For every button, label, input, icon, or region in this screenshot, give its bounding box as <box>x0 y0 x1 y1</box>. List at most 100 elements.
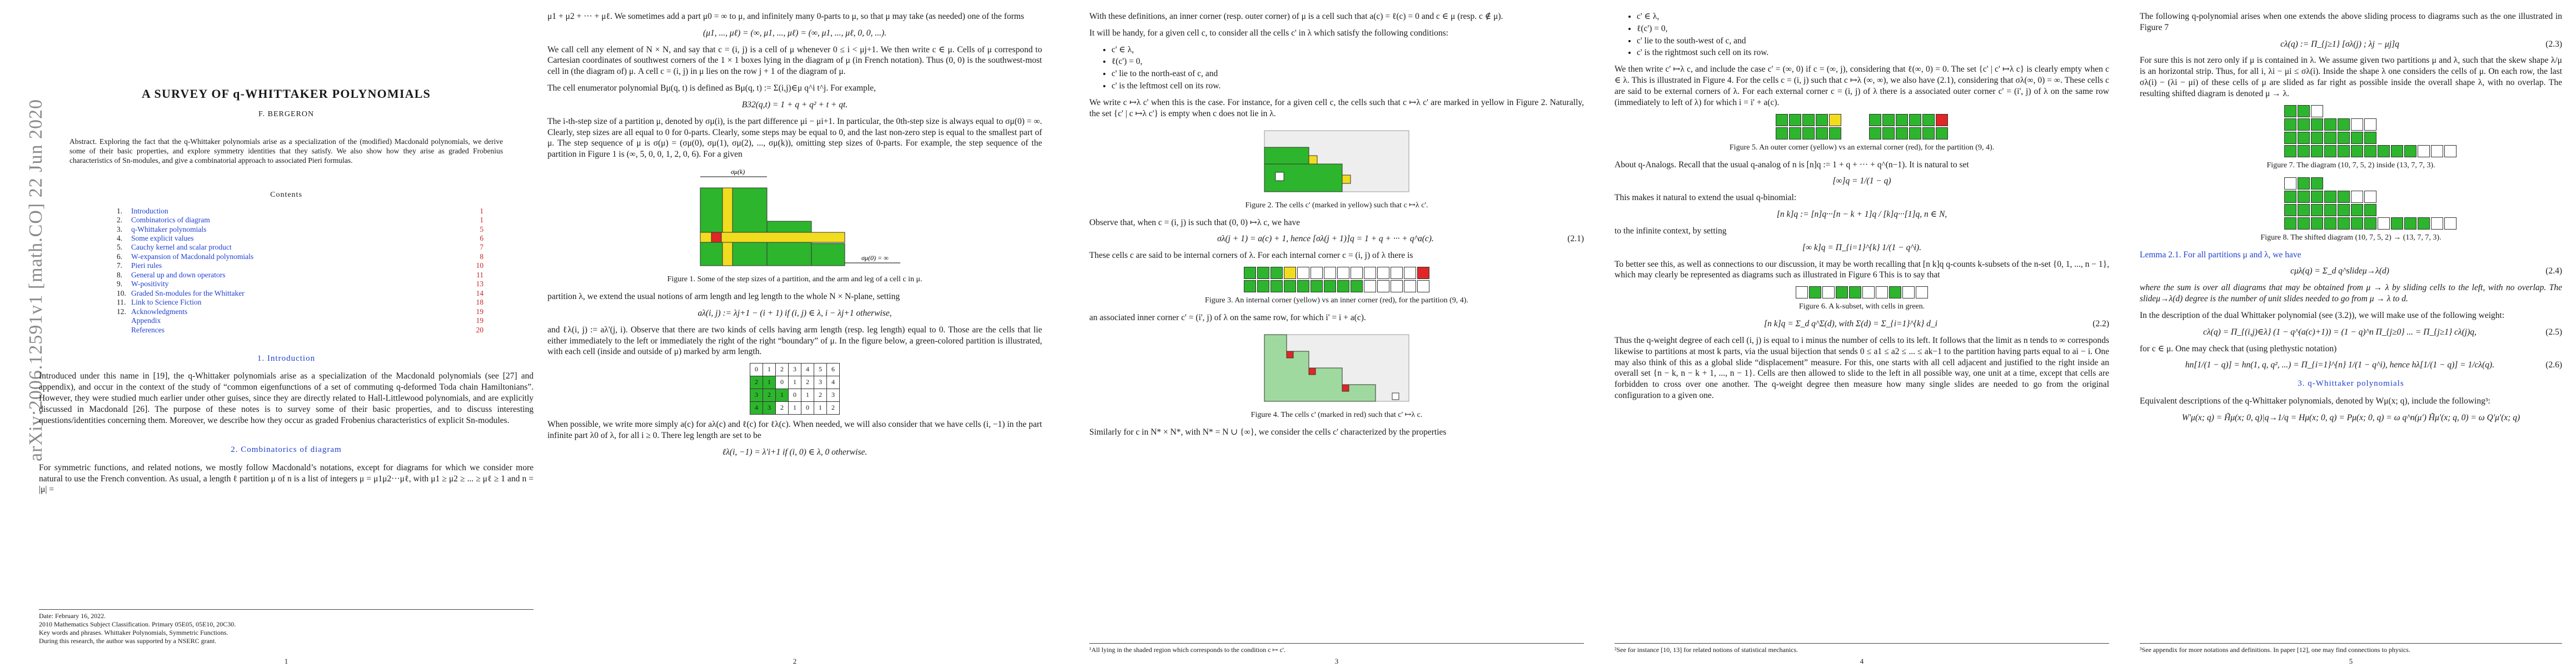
figure-4-diagram <box>1264 334 1409 402</box>
equation-binomial: [n k]q := [n]q···[n − k + 1]q / [k]q···[… <box>1776 210 1947 220</box>
arm-length-cell: 4 <box>801 363 814 377</box>
toc-entry[interactable]: 12. Acknowledgments 19 <box>117 307 484 316</box>
page-number: 1 <box>284 657 288 666</box>
toc-entry[interactable]: 7. Pieri rules 10 <box>117 261 484 270</box>
footnote: Date: February 16, 2022. 2010 Mathematic… <box>39 609 534 645</box>
figure-2-caption: Figure 2. The cells c' (marked in yellow… <box>1245 201 1428 210</box>
toc-entry[interactable]: 8. General up and down operators 11 <box>117 271 484 280</box>
author: F. BERGERON <box>258 110 315 119</box>
arm-length-cell: 1 <box>763 363 776 377</box>
toc-entry[interactable]: 10. Graded Sn-modules for the Whittaker 14 <box>117 289 484 298</box>
paragraph: to the infinite context, by setting <box>1615 226 1727 236</box>
condition-item: ℓ(c') = 0, <box>1637 23 2109 34</box>
arm-length-cell: 1 <box>801 389 814 402</box>
toc-link[interactable]: General up and down operators <box>131 270 226 279</box>
paragraph: For sure this is not zero only if μ is c… <box>2140 56 2562 98</box>
arm-length-cell: 0 <box>750 363 763 377</box>
toc-link[interactable]: Link to Science Fiction <box>131 298 202 307</box>
paper-title: A SURVEY OF q-WHITTAKER POLYNOMIALS <box>141 87 431 101</box>
toc-link[interactable]: Appendix <box>131 316 161 325</box>
toc-entry[interactable]: 4. Some explicit values 6 <box>117 234 484 243</box>
toc-link[interactable]: q-Whittaker polynomials <box>131 225 207 233</box>
toc-page[interactable]: 11 <box>476 270 484 279</box>
toc-page[interactable]: 5 <box>480 225 484 233</box>
toc-link[interactable]: Introduction <box>131 206 168 215</box>
toc-page[interactable]: 6 <box>480 234 484 242</box>
page-number: 2 <box>793 657 797 666</box>
page-3: With these definitions, an inner corner … <box>1089 11 1584 665</box>
footnote: ¹All lying in the shaded region which co… <box>1089 643 1584 654</box>
section-heading-q-whittaker: 3. q-Whittaker polynomials <box>2298 379 2404 389</box>
paragraph: The i-th-step size of a partition μ, den… <box>547 116 1042 160</box>
arm-length-cell: 6 <box>826 363 840 377</box>
svg-text:σμ(0) = ∞: σμ(0) = ∞ <box>861 254 889 262</box>
toc-page[interactable]: 8 <box>480 252 484 261</box>
abstract: Abstract. Exploring the fact that the q-… <box>69 137 503 165</box>
paragraph: Thus the q-weight degree of each cell (i… <box>1615 335 2109 401</box>
toc-page[interactable]: 1 <box>480 206 484 215</box>
lemma-statement: Lemma 2.1. For all partitions μ and λ, w… <box>2140 250 2301 260</box>
arm-length-cell: 1 <box>788 376 801 390</box>
condition-item: ℓ(c') = 0, <box>1112 56 1584 67</box>
figure-7-caption: Figure 7. The diagram (10, 7, 5, 2) insi… <box>2266 161 2435 170</box>
equation-2-6: hn[1/(1 − q)] = hn(1, q, q², ...) = Π_{i… <box>2185 360 2562 370</box>
toc-number: 8. <box>117 270 123 279</box>
toc-page[interactable]: 19 <box>476 316 484 325</box>
toc-entry[interactable]: 6. W-expansion of Macdonald polynomials 8 <box>117 252 484 261</box>
page-1: A SURVEY OF q-WHITTAKER POLYNOMIALS F. B… <box>39 11 534 665</box>
toc-page[interactable]: 14 <box>476 288 484 297</box>
toc-number: 2. <box>117 216 123 225</box>
toc-entry[interactable]: 1. Introduction 1 <box>117 207 484 216</box>
toc-entry[interactable]: 9. W-positivity 13 <box>117 280 484 288</box>
toc-link[interactable]: Combinatorics of diagram <box>131 216 210 225</box>
paragraph: About q-Analogs. Recall that the usual q… <box>1615 160 1969 170</box>
condition-item: c' ∈ λ, <box>1112 44 1584 56</box>
figure-3-diagram <box>1089 267 1584 293</box>
toc-link[interactable]: W-expansion of Macdonald polynomials <box>131 252 254 261</box>
toc-link[interactable]: Pieri rules <box>131 261 162 270</box>
paragraph: The cell enumerator polynomial Bμ(q, t) … <box>547 83 876 93</box>
footnote: ²See for instance [10, 13] for related n… <box>1615 643 2109 654</box>
toc-entry[interactable]: 5. Cauchy kernel and scalar product 7 <box>117 243 484 252</box>
toc-link[interactable]: Some explicit values <box>131 234 194 242</box>
toc-link[interactable]: W-positivity <box>131 280 169 288</box>
paragraph: With these definitions, an inner corner … <box>1089 12 1503 21</box>
toc-entry[interactable]: 3. q-Whittaker polynomials 5 <box>117 225 484 234</box>
equation: (μ1, ..., μℓ) = (∞, μ1, ..., μℓ) = (∞, μ… <box>703 28 886 38</box>
toc-entry[interactable]: References 20 <box>117 326 484 335</box>
introduction-text: Introduced under this name in [19], the … <box>39 371 534 425</box>
condition-item: c' is the leftmost cell on its row. <box>1112 81 1584 92</box>
paragraph: To better see this, as well as connectio… <box>1615 259 2109 280</box>
toc-link[interactable]: Graded Sn-modules for the Whittaker <box>131 288 245 297</box>
arm-length-cell: 2 <box>814 389 827 402</box>
toc-page[interactable]: 1 <box>480 216 484 225</box>
equation-arm: aλ(i, j) := λj+1 − (i + 1) if (i, j) ∈ λ… <box>697 308 892 318</box>
arm-length-cell: 2 <box>763 389 776 402</box>
arm-length-cell: 0 <box>775 376 789 390</box>
toc-page[interactable]: 10 <box>476 261 484 270</box>
toc-number: 4. <box>117 234 123 242</box>
arm-length-cell: 1 <box>814 401 827 415</box>
toc-page[interactable]: 20 <box>476 325 484 334</box>
toc-page[interactable]: 13 <box>476 280 484 288</box>
paragraph: We write c ↦λ c' when this is the case. … <box>1089 97 1584 118</box>
partition-diagram <box>700 187 845 266</box>
toc-page[interactable]: 18 <box>476 298 484 307</box>
paragraph: In the description of the dual Whittaker… <box>2140 310 2505 320</box>
toc-page[interactable]: 19 <box>476 307 484 316</box>
figure-1-caption: Figure 1. Some of the step sizes of a pa… <box>667 275 923 284</box>
paragraph: We call cell any element of N × N, and s… <box>547 44 1042 77</box>
arxiv-stamp: arXiv:2006.12591v1 [math.CO] 22 Jun 2020 <box>26 99 46 461</box>
toc-entry[interactable]: 2. Combinatorics of diagram 1 <box>117 216 484 225</box>
toc-page[interactable]: 7 <box>480 243 484 252</box>
toc-entry[interactable]: Appendix 19 <box>117 316 484 325</box>
toc-link[interactable]: Cauchy kernel and scalar product <box>131 243 232 252</box>
arm-length-cell: 2 <box>775 401 789 415</box>
figure-8-diagram <box>2284 177 2562 230</box>
toc-link[interactable]: References <box>131 325 165 334</box>
toc-number: 12. <box>117 307 126 316</box>
equation-2-5: cλ(q) = Π_{(i,j)∈λ} (1 − q^(a(c)+1)) = (… <box>2203 327 2562 337</box>
paragraph: Equivalent descriptions of the q-Whittak… <box>2140 396 2490 406</box>
toc-entry[interactable]: 11. Link to Science Fiction 18 <box>117 298 484 307</box>
toc-link[interactable]: Acknowledgments <box>131 307 188 316</box>
